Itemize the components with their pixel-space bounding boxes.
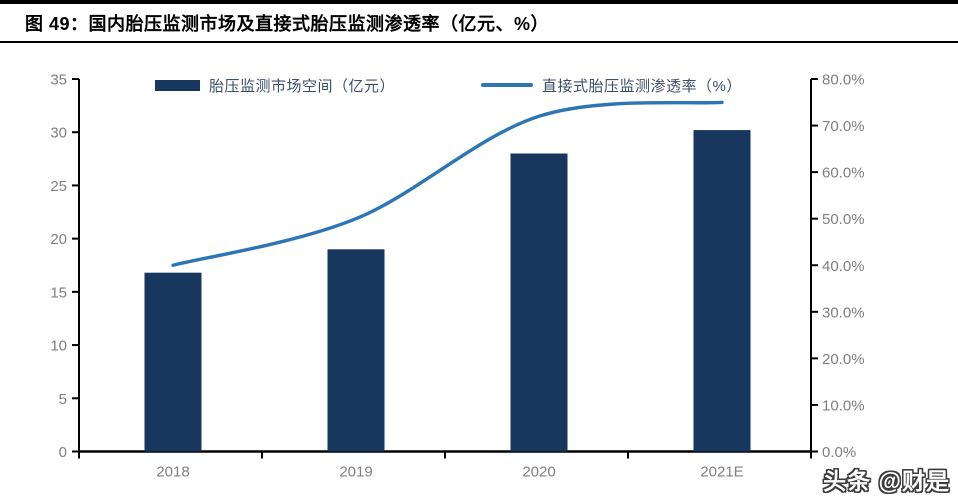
- left-axis-tick-label: 0: [59, 444, 67, 461]
- left-axis-tick-label: 35: [50, 72, 67, 89]
- right-axis-tick-label: 50.0%: [822, 211, 865, 228]
- right-axis-tick-label: 10.0%: [822, 397, 865, 414]
- bar-series-swatch-icon: [155, 79, 200, 91]
- watermark: 头条 @财是: [823, 468, 950, 494]
- legend-item-market-space: 胎压监测市场空间（亿元）: [155, 74, 395, 96]
- top-border-rule: [0, 0, 958, 4]
- title-separator-rule: [0, 41, 958, 43]
- right-axis-tick-label: 40.0%: [822, 258, 865, 275]
- legend-label-penetration: 直接式胎压监测渗透率（%）: [542, 77, 742, 95]
- legend-item-penetration: 直接式胎压监测渗透率（%）: [481, 74, 742, 96]
- left-axis-tick-label: 20: [50, 231, 67, 248]
- right-axis-tick-label: 30.0%: [822, 304, 865, 321]
- bar-2021e: [693, 130, 751, 452]
- left-axis-tick-label: 15: [50, 284, 67, 301]
- bar-2018: [144, 272, 202, 452]
- right-axis-tick-label: 60.0%: [822, 165, 865, 182]
- x-axis-label-2019: 2019: [339, 464, 372, 481]
- right-axis-tick-label: 0.0%: [822, 444, 856, 461]
- left-axis-tick-label: 25: [50, 178, 67, 195]
- legend-label-market-space: 胎压监测市场空间（亿元）: [209, 77, 396, 95]
- line-series-swatch-icon: [481, 83, 533, 87]
- bar-2020: [510, 153, 568, 452]
- right-axis-tick-label: 20.0%: [822, 351, 865, 368]
- figure-title: 图 49：国内胎压监测市场及直接式胎压监测渗透率（亿元、%）: [25, 14, 550, 34]
- right-axis-tick-label: 70.0%: [822, 118, 865, 135]
- left-axis-tick-label: 30: [50, 125, 67, 142]
- left-axis-tick-label: 5: [59, 391, 67, 408]
- penetration-rate-line: [171, 100, 724, 267]
- x-axis-label-2021e: 2021E: [700, 464, 743, 481]
- right-axis-tick-label: 80.0%: [822, 72, 865, 89]
- bar-2019: [327, 249, 385, 452]
- x-axis-label-2018: 2018: [156, 464, 189, 481]
- left-axis-tick-label: 10: [50, 338, 67, 355]
- x-axis-label-2020: 2020: [522, 464, 555, 481]
